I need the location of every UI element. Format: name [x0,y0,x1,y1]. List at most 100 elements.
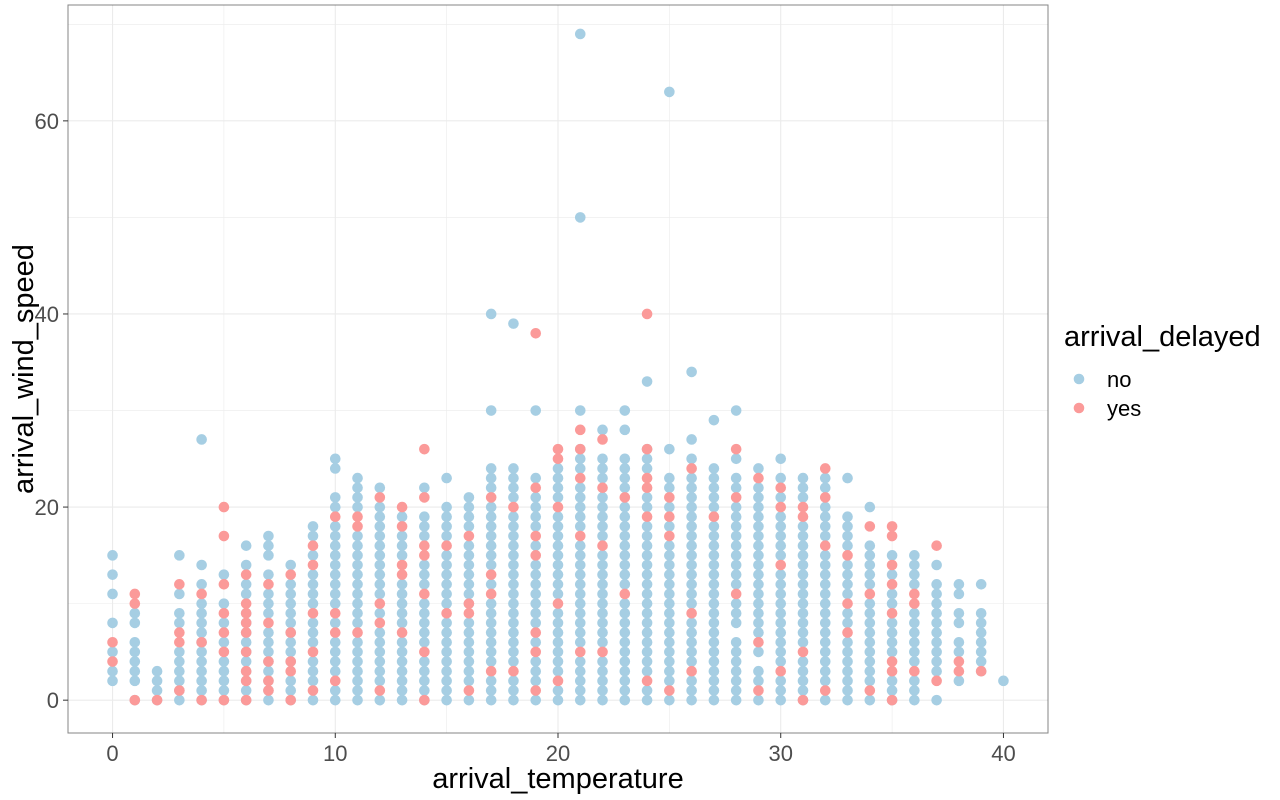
data-point-no [797,675,809,687]
data-point-no [864,656,876,667]
data-point-yes [419,646,430,658]
data-point-no [597,617,608,629]
data-point-yes [953,656,965,667]
data-point-no [931,627,942,638]
data-point-no [485,511,497,523]
data-point-no [485,579,497,590]
data-point-yes [263,675,274,687]
data-point-yes [508,501,519,513]
data-point-no [730,405,742,416]
data-point-no [352,685,363,696]
data-point-no [574,665,586,677]
data-point-no [797,569,809,580]
data-point-no [842,607,853,619]
data-point-no [307,675,319,687]
data-point-yes [174,579,185,590]
data-point-no [329,569,341,580]
data-point-no [708,540,720,551]
data-point-no [329,617,341,629]
data-point-no [530,636,542,648]
data-point-no [196,646,207,658]
data-point-no [396,550,408,561]
data-point-no [664,636,675,648]
data-point-no [597,511,608,523]
data-point-no [530,540,542,551]
data-point-no [419,607,430,619]
data-point-no [842,472,853,484]
data-point-no [886,685,898,696]
data-point-no [753,627,764,638]
data-point-no [664,443,675,455]
data-point-yes [686,607,697,619]
data-point-yes [240,694,252,706]
data-point-no [307,656,319,667]
data-point-no [664,588,675,600]
data-point-yes [329,675,341,687]
data-point-no [329,636,341,648]
data-point-no [819,511,831,523]
data-point-no [530,675,542,687]
data-point-no [530,501,542,513]
data-point-no [329,492,341,503]
data-point-no [641,521,653,532]
data-point-no [419,627,430,638]
data-point-yes [864,588,876,600]
data-point-no [775,530,787,542]
data-point-no [686,521,697,532]
data-point-no [151,685,163,696]
data-point-yes [374,617,386,629]
data-point-yes [396,569,408,580]
data-point-no [708,598,720,609]
data-point-yes [886,694,898,706]
data-point-no [686,588,697,600]
data-point-no [508,588,519,600]
data-point-no [285,617,297,629]
data-point-yes [218,579,230,590]
data-point-no [463,511,475,523]
data-point-no [619,665,631,677]
data-point-no [263,627,274,638]
data-point-no [107,646,118,658]
data-point-no [753,463,764,474]
data-point-no [552,617,564,629]
data-point-no [619,453,631,465]
data-point-yes [730,492,742,503]
data-point-no [953,579,965,590]
data-point-no [263,569,274,580]
data-point-no [931,656,942,667]
data-point-yes [396,521,408,532]
data-point-no [196,598,207,609]
data-point-yes [263,617,274,629]
data-point-no [574,501,586,513]
data-point-yes [352,511,363,523]
data-point-no [597,627,608,638]
data-point-no [352,646,363,658]
data-point-yes [641,675,653,687]
data-point-no [842,646,853,658]
data-point-no [530,579,542,590]
data-point-no [597,636,608,648]
data-point-no [263,607,274,619]
data-point-yes [174,685,185,696]
data-point-no [419,665,430,677]
data-point-no [552,482,564,494]
data-point-no [463,559,475,571]
data-point-yes [396,501,408,513]
data-point-yes [463,530,475,542]
data-point-no [819,636,831,648]
data-point-yes [842,598,853,609]
y-tick-label: 0 [47,688,59,713]
data-point-no [641,627,653,638]
data-point-no [708,627,720,638]
data-point-no [597,559,608,571]
data-point-no [352,559,363,571]
data-point-no [374,694,386,706]
data-point-no [775,685,787,696]
data-point-no [686,492,697,503]
data-point-no [886,569,898,580]
data-point-no [597,424,608,436]
data-point-no [552,636,564,648]
data-point-yes [374,598,386,609]
data-point-no [508,675,519,687]
data-point-no [441,656,452,667]
